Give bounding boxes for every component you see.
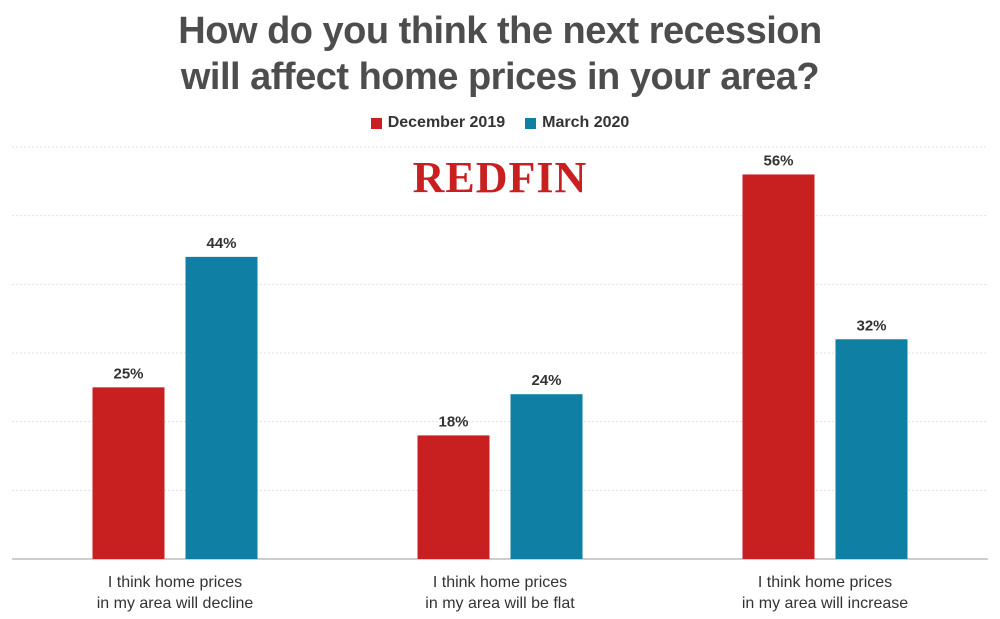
bar-march-2020-increase — [835, 339, 908, 559]
chart-title-line-1: How do you think the next recession — [178, 10, 822, 52]
legend-item-march-2020: March 2020 — [525, 114, 629, 132]
legend-label-december-2019: December 2019 — [387, 114, 506, 131]
legend-swatch-march-2020 — [525, 117, 537, 129]
legend: December 2019 March 2020 — [0, 114, 1000, 132]
category-label-flat-line-2: in my area will be flat — [425, 595, 575, 612]
category-label-decline: I think home prices in my area will decl… — [45, 572, 305, 614]
bar-march-2020-flat — [510, 394, 583, 559]
data-label-december-2019-increase: 56% — [763, 152, 793, 169]
bar-december-2019-flat — [417, 435, 490, 559]
chart-title-line-2: will affect home prices in your area? — [180, 56, 820, 98]
legend-item-december-2019: December 2019 — [370, 114, 506, 132]
category-label-increase-line-1: I think home prices — [757, 574, 893, 591]
legend-swatch-december-2019 — [370, 117, 382, 129]
bar-december-2019-decline — [92, 387, 165, 559]
category-label-decline-line-1: I think home prices — [107, 574, 243, 591]
data-label-march-2020-decline: 44% — [206, 235, 236, 252]
category-label-increase: I think home prices in my area will incr… — [695, 572, 955, 614]
category-label-increase-line-2: in my area will increase — [741, 595, 909, 612]
data-label-march-2020-flat: 24% — [531, 372, 561, 389]
bar-december-2019-increase — [742, 174, 815, 559]
redfin-logo: REDFIN — [412, 153, 588, 202]
category-label-flat: I think home prices in my area will be f… — [370, 572, 630, 614]
data-label-march-2020-increase: 32% — [856, 317, 886, 334]
chart-title: How do you think the next recession will… — [0, 8, 1000, 100]
bar-march-2020-decline — [185, 256, 258, 559]
data-label-december-2019-decline: 25% — [113, 365, 143, 382]
legend-label-march-2020: March 2020 — [542, 114, 630, 131]
data-label-december-2019-flat: 18% — [438, 413, 468, 430]
category-label-flat-line-1: I think home prices — [432, 574, 568, 591]
category-label-decline-line-2: in my area will decline — [96, 595, 254, 612]
